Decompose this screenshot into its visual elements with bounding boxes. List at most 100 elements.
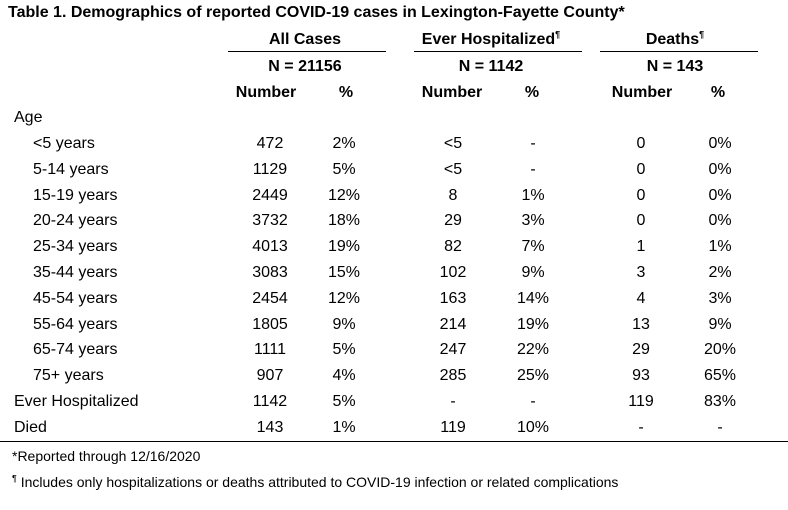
footnote-hospitalization: ¶ Includes only hospitalizations or deat…	[12, 472, 618, 492]
column-subheader: %	[710, 84, 726, 101]
table-cell: <5	[443, 161, 463, 178]
table-cell: 119	[440, 419, 466, 436]
row-label: 5-14 years	[33, 161, 109, 178]
footnote-mark: ¶	[699, 29, 705, 40]
table-cell: 0%	[708, 212, 732, 229]
group-header: All Cases	[269, 30, 341, 50]
table-cell: -	[530, 161, 536, 178]
table-cell: 15%	[327, 264, 361, 281]
table-cell: 143	[256, 419, 284, 436]
table-cell: 102	[439, 264, 467, 281]
table-cell: 65%	[703, 367, 737, 384]
group-n-count: N = 143	[646, 58, 704, 75]
group-header-label: Ever Hospitalized	[421, 31, 556, 48]
table-cell: 7%	[521, 238, 545, 255]
table-cell: 0%	[708, 187, 732, 204]
row-label: Died	[14, 419, 47, 436]
column-subheader: Number	[611, 84, 673, 101]
table-cell: 3732	[252, 212, 288, 229]
table-cell: 4%	[332, 367, 356, 384]
header-rule	[228, 51, 386, 52]
table-cell: 1111	[253, 341, 287, 358]
table-cell: 9%	[521, 264, 545, 281]
section-label-age: Age	[14, 109, 43, 126]
table-cell: 82	[444, 238, 462, 255]
row-label: <5 years	[33, 135, 95, 152]
row-label: 35-44 years	[33, 264, 118, 281]
table-cell: 5%	[332, 393, 356, 410]
table-cell: 3083	[252, 264, 288, 281]
table-cell: 1	[636, 238, 646, 255]
table-cell: 12%	[327, 290, 361, 307]
table-cell: 4	[636, 290, 646, 307]
table-cell: 9%	[708, 316, 732, 333]
table-cell: <5	[443, 135, 463, 152]
table-cell: 1142	[252, 393, 288, 410]
table-cell: 13	[632, 316, 650, 333]
table-cell: 29	[444, 212, 462, 229]
table-cell: 1%	[521, 187, 545, 204]
table-cell: 83%	[703, 393, 737, 410]
table-cell: 2%	[332, 135, 356, 152]
table-cell: 29	[632, 341, 650, 358]
row-label: 15-19 years	[33, 187, 118, 204]
table-cell: 12%	[327, 187, 361, 204]
table-cell: 22%	[516, 341, 550, 358]
table-cell: -	[450, 393, 456, 410]
table-cell: 3%	[708, 290, 732, 307]
table-cell: 285	[439, 367, 467, 384]
table-cell: 0%	[708, 161, 732, 178]
table-cell: 0%	[708, 135, 732, 152]
row-label: 20-24 years	[33, 212, 118, 229]
table-cell: 20%	[703, 341, 737, 358]
table-cell: 0	[636, 161, 646, 178]
table-cell: 19%	[327, 238, 361, 255]
table-cell: 119	[628, 393, 654, 410]
table-cell: 472	[256, 135, 284, 152]
header-rule	[414, 51, 582, 52]
table-cell: 2%	[708, 264, 732, 281]
table-cell: 2454	[252, 290, 288, 307]
table-cell: -	[530, 135, 536, 152]
table-cell: 1129	[252, 161, 288, 178]
table-cell: 163	[439, 290, 467, 307]
row-label: 25-34 years	[33, 238, 118, 255]
footnote-reported-date: *Reported through 12/16/2020	[12, 448, 201, 464]
table-cell: 2449	[252, 187, 288, 204]
footnote-text: Includes only hospitalizations or deaths…	[16, 474, 619, 490]
table-cell: 19%	[516, 316, 550, 333]
table-cell: 907	[256, 367, 284, 384]
footnote-mark: ¶	[555, 29, 561, 40]
row-label: 75+ years	[33, 367, 104, 384]
table-cell: 0	[636, 135, 646, 152]
table-cell: 247	[439, 341, 467, 358]
table-cell: 0	[636, 187, 646, 204]
group-header: Deaths¶	[646, 30, 704, 50]
table-bottom-rule	[0, 441, 788, 442]
table-cell: -	[530, 393, 536, 410]
table-cell: 4013	[252, 238, 288, 255]
group-header: Ever Hospitalized¶	[422, 30, 560, 50]
group-n-count: N = 21156	[268, 58, 342, 75]
column-subheader: %	[524, 84, 540, 101]
table-cell: 25%	[516, 367, 550, 384]
table-cell: 18%	[327, 212, 361, 229]
table-cell: 1%	[708, 238, 732, 255]
table-cell: -	[638, 419, 644, 436]
table-cell: 5%	[332, 161, 356, 178]
table-cell: 214	[439, 316, 467, 333]
table-title: Table 1. Demographics of reported COVID-…	[8, 4, 625, 21]
table-cell: -	[717, 419, 723, 436]
table-cell: 5%	[332, 341, 356, 358]
table-cell: 9%	[332, 316, 356, 333]
table-cell: 14%	[516, 290, 550, 307]
table-cell: 1%	[332, 419, 356, 436]
column-subheader: Number	[421, 84, 483, 101]
group-n-count: N = 1142	[458, 58, 524, 75]
column-subheader: Number	[235, 84, 297, 101]
table-cell: 8	[448, 187, 458, 204]
column-subheader: %	[338, 84, 354, 101]
footnote-mark: ¶	[12, 473, 17, 484]
table-cell: 1805	[252, 316, 288, 333]
row-label: Ever Hospitalized	[14, 393, 139, 410]
